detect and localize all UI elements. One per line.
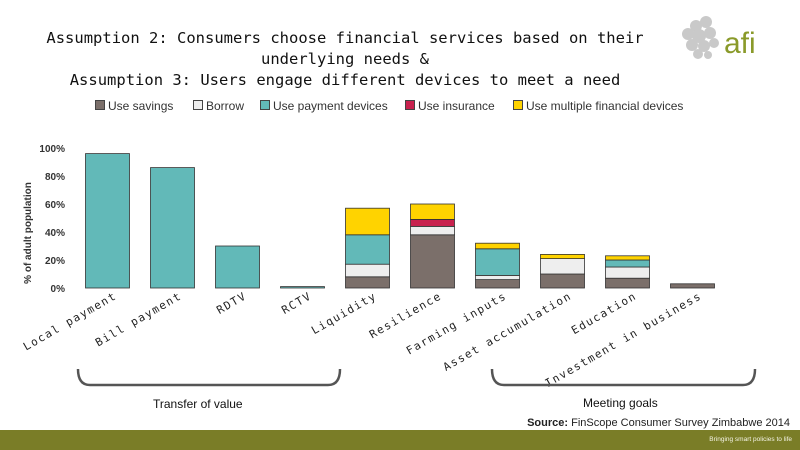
group-bracket-transfer	[76, 368, 342, 387]
legend-swatch	[95, 100, 105, 110]
legend-item-multiple: Use multiple financial devices	[513, 99, 683, 113]
bar-segment	[345, 207, 390, 236]
legend-label: Use savings	[108, 99, 174, 113]
bar-segment	[410, 234, 455, 289]
bar-segment	[670, 283, 715, 289]
bar-segment	[475, 248, 520, 276]
footer-bar: Bringing smart policies to life	[0, 430, 800, 450]
legend-item-borrow: Borrow	[193, 99, 244, 113]
bar-segment	[345, 234, 390, 265]
legend-item-payment: Use payment devices	[260, 99, 388, 113]
source-label: Source:	[527, 417, 569, 429]
bar-segment	[605, 259, 650, 268]
y-tick-label: 60%	[45, 200, 65, 211]
bar-segment	[540, 258, 585, 275]
y-axis-label: % of adult population	[23, 182, 34, 284]
group-bracket-goals	[490, 368, 757, 387]
bar-segment	[475, 279, 520, 289]
legend-item-savings: Use savings	[95, 99, 173, 113]
title-line-2: Assumption 3: Users engage different dev…	[69, 71, 621, 89]
bar-segment	[475, 274, 520, 280]
legend-label: Use multiple financial devices	[526, 99, 684, 113]
legend-swatch	[405, 100, 415, 110]
brain-icon	[682, 16, 719, 59]
legend-swatch	[260, 100, 270, 110]
bar-segment	[605, 277, 650, 289]
group-label-transfer: Transfer of value	[150, 397, 246, 411]
legend-label: Use payment devices	[273, 99, 388, 113]
legend-item-insurance: Use insurance	[405, 99, 495, 113]
legend-label: Borrow	[206, 99, 245, 113]
footer-tagline: Bringing smart policies to life	[709, 436, 792, 443]
x-tick-label: Asset accumulation	[441, 289, 574, 373]
bar-segment	[410, 219, 455, 227]
bar-segment	[475, 242, 520, 250]
legend-label: Use insurance	[418, 99, 495, 113]
bar-segment	[280, 286, 325, 289]
x-tick-label: RDTV	[214, 289, 249, 317]
bar-segment	[345, 276, 390, 289]
bar-segment	[540, 254, 585, 260]
legend-swatch	[193, 100, 203, 110]
source-note: Source: FinScope Consumer Survey Zimbabw…	[527, 417, 790, 429]
afi-logo: afi	[682, 16, 756, 60]
legend-swatch	[513, 100, 523, 110]
chart-legend: Use savings Borrow Use payment devices U…	[95, 99, 735, 113]
page-title: Assumption 2: Consumers choose financial…	[0, 28, 690, 91]
y-tick-label: 20%	[45, 256, 65, 267]
group-label-goals: Meeting goals	[580, 396, 661, 410]
bar-segment	[150, 167, 195, 289]
y-tick-label: 80%	[45, 172, 65, 183]
y-tick-label: 100%	[39, 144, 65, 155]
stacked-bar-chart: 0%20%40%60%80%100%% of adult populationL…	[21, 144, 757, 390]
bar-segment	[605, 266, 650, 279]
bar-segment	[85, 153, 130, 289]
bar-segment	[345, 263, 390, 278]
bar-segment	[215, 245, 260, 289]
logo-wordmark: afi	[724, 27, 756, 60]
x-tick-label: RCTV	[279, 289, 314, 317]
source-text: FinScope Consumer Survey Zimbabwe 2014	[571, 417, 790, 429]
bar-segment	[540, 273, 585, 289]
y-tick-label: 0%	[51, 284, 66, 295]
bar-segment	[410, 203, 455, 220]
y-tick-label: 40%	[45, 228, 65, 239]
title-line-1: Assumption 2: Consumers choose financial…	[46, 29, 644, 68]
bar-segment	[410, 226, 455, 236]
bar-segment	[605, 255, 650, 261]
